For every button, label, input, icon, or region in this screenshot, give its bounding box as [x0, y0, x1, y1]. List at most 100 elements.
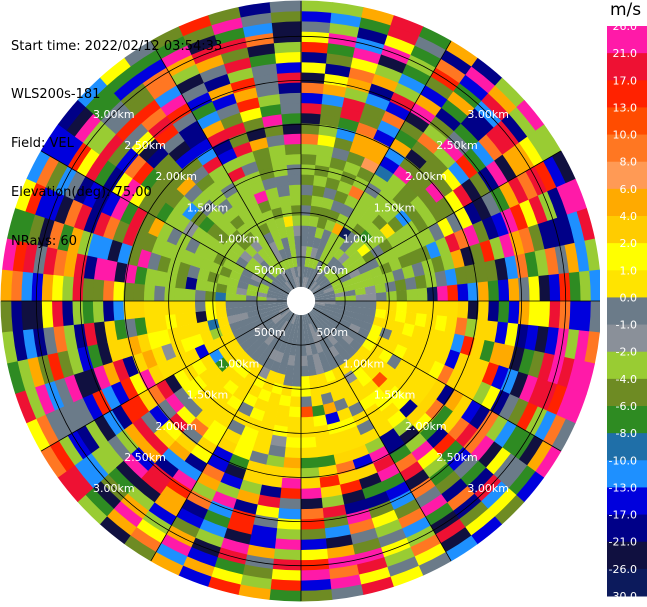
range-gate [392, 392, 411, 411]
range-gate [360, 157, 381, 175]
range-gate [16, 358, 36, 391]
range-gate [277, 507, 301, 520]
range-gate [303, 314, 309, 326]
range-gate [300, 548, 329, 561]
range-gate [155, 379, 174, 400]
range-gate [419, 161, 442, 183]
range-gate [339, 239, 352, 253]
range-gate [412, 412, 434, 434]
range-gate [461, 178, 482, 203]
range-gate [171, 469, 197, 491]
range-gate [244, 328, 257, 340]
range-gate [196, 436, 218, 456]
colorbar-segment [607, 216, 647, 244]
range-gate [393, 165, 414, 185]
range-gate [319, 250, 329, 263]
range-gate [278, 195, 292, 208]
range-gate [528, 195, 549, 225]
range-gate [528, 275, 541, 302]
range-gate [487, 488, 517, 518]
range-gate [304, 255, 311, 268]
range-gate [217, 36, 248, 55]
range-gate [155, 35, 188, 59]
range-gate [333, 353, 346, 367]
range-gate [516, 99, 545, 132]
range-gate [176, 261, 191, 277]
range-gate [361, 338, 376, 352]
range-gate [128, 394, 150, 418]
range-gate [490, 186, 511, 213]
range-gate [331, 440, 350, 456]
range-gate [290, 277, 297, 289]
range-gate [290, 386, 301, 398]
range-gate [224, 121, 247, 139]
range-gate [477, 441, 503, 469]
range-gate [256, 327, 268, 339]
range-gate [327, 554, 358, 570]
range-gate [298, 315, 301, 326]
range-gate [414, 313, 428, 328]
range-gate [175, 507, 204, 529]
range-gate [354, 199, 370, 216]
range-gate [386, 290, 398, 302]
range-gate [300, 579, 332, 592]
range-gate [325, 297, 337, 302]
range-gate [295, 314, 300, 326]
range-gate [259, 103, 282, 118]
range-gate [537, 352, 555, 382]
range-gate [242, 564, 273, 580]
range-gate [244, 244, 258, 258]
range-gate [379, 222, 396, 239]
range-gate [12, 239, 28, 272]
range-gate [345, 508, 372, 526]
range-gate [268, 348, 279, 361]
range-gate [300, 426, 316, 439]
range-gate [140, 470, 167, 495]
range-gate [174, 432, 197, 454]
range-gate [293, 225, 302, 237]
range-gate [194, 289, 206, 301]
range-gate [226, 190, 244, 207]
range-gate [206, 318, 220, 331]
range-gate [120, 177, 142, 203]
range-gate [354, 306, 367, 315]
range-gate [253, 189, 269, 205]
range-gate [509, 371, 529, 399]
range-gate [337, 252, 350, 265]
range-gate [455, 154, 479, 180]
range-gate [73, 371, 93, 399]
range-gate [308, 374, 319, 387]
range-gate [445, 212, 464, 234]
range-gate [269, 578, 301, 592]
range-gate [153, 426, 176, 449]
range-gate [558, 301, 571, 330]
range-gate [327, 42, 356, 58]
range-gate [188, 417, 209, 437]
range-gate [277, 319, 287, 330]
range-gate [373, 129, 396, 148]
range-gate [333, 397, 349, 413]
range-gate [168, 168, 190, 190]
range-gate [262, 357, 275, 371]
range-gate [547, 354, 565, 386]
range-gate [417, 188, 437, 210]
range-gate [280, 284, 291, 293]
range-gate [99, 57, 132, 86]
range-label: 3.00km [467, 482, 509, 495]
range-gate [250, 349, 263, 363]
range-gate [237, 184, 255, 201]
range-gate [445, 40, 479, 68]
range-gate [90, 126, 117, 155]
range-label: 1.50km [187, 201, 229, 214]
range-gate [454, 266, 468, 285]
range-gate [286, 333, 294, 346]
range-gate [369, 411, 388, 429]
range-gate [63, 198, 84, 228]
range-gate [472, 358, 490, 383]
range-gate [301, 0, 334, 13]
range-gate [195, 173, 215, 192]
range-gate [2, 330, 18, 364]
range-gate [441, 99, 469, 125]
range-gate [77, 77, 108, 108]
range-gate [480, 481, 510, 510]
